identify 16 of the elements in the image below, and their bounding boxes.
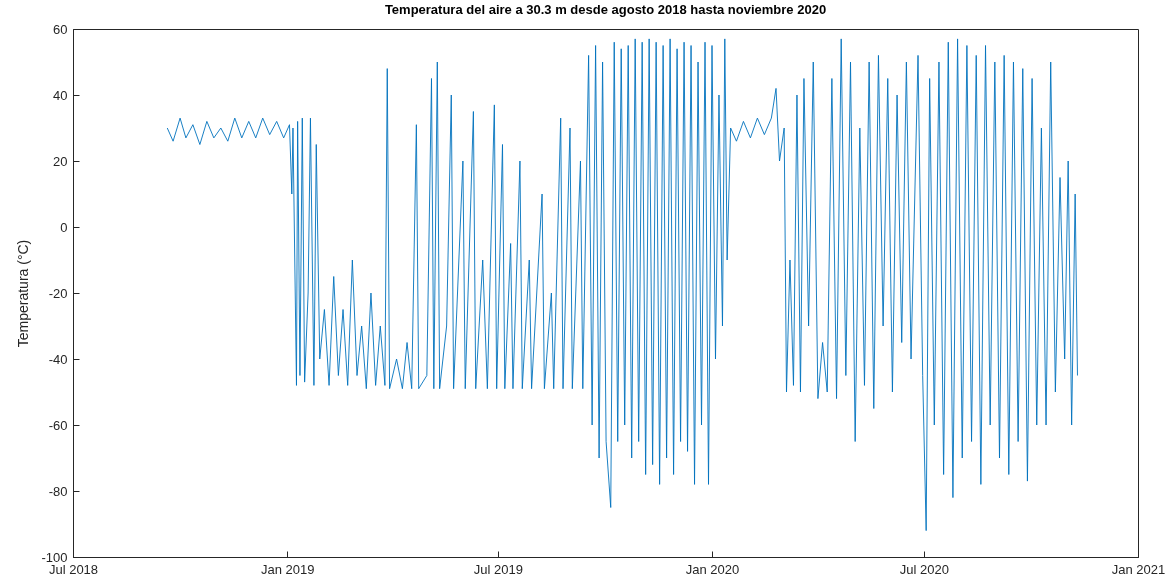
line-series [166,38,1078,532]
y-tick-label: 20 [53,153,68,169]
x-tick-label: Jan 2021 [1111,561,1166,577]
chart-title: Temperatura del aire a 30.3 m desde agosto 2018 hasta noviembre 2020 [384,2,827,17]
x-tick-label: Jan 2019 [260,561,315,577]
y-tick-label: 0 [60,219,68,235]
y-tick-label: -20 [48,285,68,301]
y-axis-title: Temperatura (°C) [15,239,32,348]
x-tick-label: Jan 2020 [685,561,740,577]
y-tick-label: 60 [53,21,68,37]
y-tick-label: -80 [48,483,68,499]
y-tick-label: -60 [48,417,68,433]
y-tick-label: 40 [53,87,68,103]
y-tick-label: -40 [48,351,68,367]
x-tick-label: Jul 2020 [899,561,949,577]
x-tick-label: Jul 2019 [473,561,523,577]
